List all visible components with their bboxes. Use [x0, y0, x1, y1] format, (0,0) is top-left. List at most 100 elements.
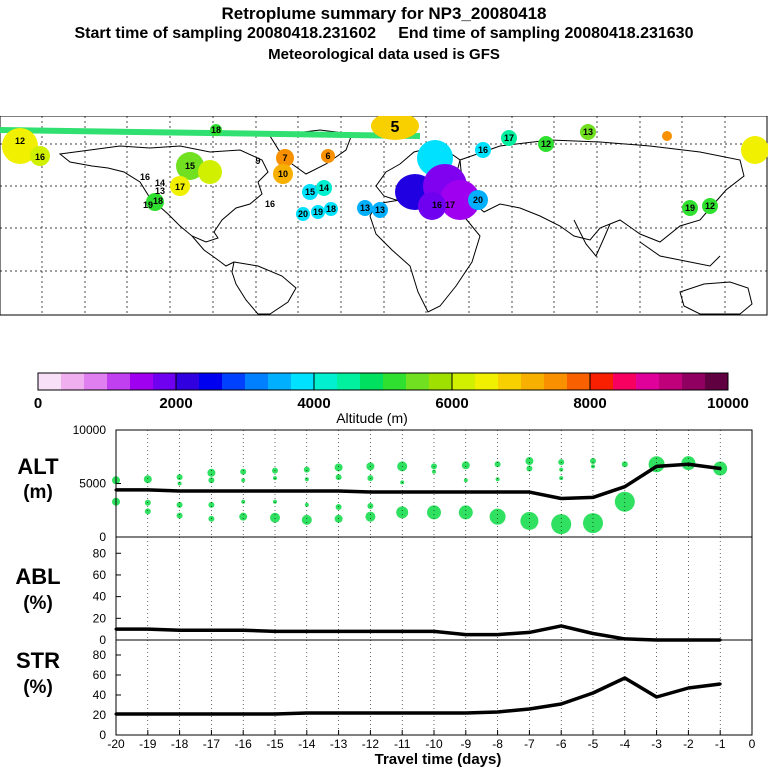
marker-label: 18 — [326, 204, 336, 214]
plume-dot — [321, 149, 335, 163]
alt-series-point — [718, 467, 722, 471]
alt-scatter-dot — [304, 477, 309, 482]
plume-dot — [316, 180, 332, 196]
plume-dot — [210, 124, 222, 136]
alt-series-point — [623, 485, 627, 489]
plume-dot — [468, 190, 488, 210]
marker-label: 12 — [15, 136, 25, 146]
x-tick-label: -3 — [651, 737, 662, 751]
str-series-point — [273, 712, 277, 716]
colorbar-cell — [107, 373, 131, 390]
alt-scatter-dot — [590, 458, 596, 465]
alt-series-point — [527, 490, 531, 494]
alt-series-point — [305, 489, 309, 493]
colorbar-cell — [291, 373, 315, 390]
marker-label: 13 — [583, 127, 593, 137]
str-series-point — [241, 712, 245, 716]
alt-scatter-dot — [208, 501, 215, 508]
marker-label: 20 — [298, 209, 308, 219]
colorbar-cell — [199, 373, 223, 390]
alt-scatter-dot — [144, 508, 151, 515]
alt-scatter-dot — [396, 506, 409, 519]
str-series-point — [146, 712, 150, 716]
alt-series-point — [559, 496, 563, 500]
marker-label: 16 — [35, 152, 45, 162]
marker-label: 12 — [541, 139, 551, 149]
colorbar-cell — [659, 373, 683, 390]
abl-series-line — [116, 624, 721, 642]
str-series-point — [464, 711, 468, 715]
colorbar-tick-label: 8000 — [573, 395, 606, 412]
colorbar-tick-label: 6000 — [435, 395, 468, 412]
alt-scatter-dot — [177, 481, 182, 486]
abl-axis-unit: (%) — [23, 593, 53, 614]
colorbar-cell — [176, 373, 200, 390]
colorbar-cell — [130, 373, 154, 390]
str-series-point — [623, 676, 627, 680]
abl-series-point — [114, 627, 118, 631]
str-series-point — [686, 686, 690, 690]
colorbar-tick-label: 10000 — [707, 395, 749, 412]
x-tick-label: -19 — [139, 737, 157, 751]
marker-label: 9 — [255, 156, 260, 166]
alt-axis-label: ALT — [17, 454, 59, 479]
x-tick-label: -1 — [715, 737, 726, 751]
plume-dot — [276, 149, 294, 167]
plume-dot — [475, 142, 491, 158]
str-y-tick-label: 40 — [93, 688, 107, 702]
alt-scatter-dot — [559, 467, 564, 472]
marker-label: 13 — [155, 186, 165, 196]
alt-scatter-dot — [303, 466, 310, 473]
plume-dot — [146, 193, 164, 211]
alt-scatter-dot — [176, 512, 183, 519]
alt-scatter-dot — [207, 468, 216, 477]
colorbar-cell — [429, 373, 453, 390]
str-axis-unit: (%) — [23, 677, 53, 698]
str-series-line — [116, 676, 721, 716]
alt-series-point — [591, 495, 595, 499]
str-series-point — [178, 712, 182, 716]
alt-series-point — [686, 462, 690, 466]
str-series-point — [368, 711, 372, 715]
alt-scatter-dot — [176, 501, 183, 508]
plume-dot — [538, 136, 554, 152]
plume-dot — [702, 198, 718, 214]
alt-scatter-dot — [241, 478, 246, 483]
alt-scatter-dot — [494, 461, 501, 468]
plume-dot — [302, 184, 318, 200]
plume-dot — [440, 180, 480, 220]
marker-label: 15 — [305, 187, 315, 197]
x-tick-label: -2 — [683, 737, 694, 751]
alt-scatter-dot — [301, 514, 312, 525]
australia-coast — [679, 281, 753, 315]
alt-scatter-dot — [432, 469, 436, 474]
marker-label: 13 — [360, 203, 370, 213]
x-tick-label: -8 — [492, 737, 503, 751]
alt-scatter-dot — [367, 502, 374, 509]
abl-y-tick-label: 40 — [93, 590, 107, 604]
alt-series-point — [178, 489, 182, 493]
colorbar-cell — [314, 373, 338, 390]
alt-scatter-dot — [427, 505, 441, 520]
str-series-point — [496, 710, 500, 714]
alt-scatter-dot — [335, 474, 342, 481]
x-tick-label: -4 — [619, 737, 630, 751]
alt-scatter-dot — [495, 477, 500, 482]
plume-dot — [372, 202, 388, 218]
alt-scatter-dot — [240, 468, 247, 475]
colorbar-cell — [61, 373, 85, 390]
abl-series-point — [273, 629, 277, 633]
alt-scatter-dot — [525, 457, 534, 466]
abl-series-point — [591, 631, 595, 635]
x-tick-label: -17 — [203, 737, 221, 751]
chart-title: Retroplume summary for NP3_20080418 — [221, 4, 547, 23]
colorbar-title: Altitude (m) — [336, 410, 408, 426]
alt-scatter-dot — [551, 514, 572, 535]
colorbar-frame — [37, 372, 729, 391]
asia-coast — [459, 139, 745, 243]
x-tick-label: -20 — [107, 737, 125, 751]
abl-series-point — [496, 633, 500, 637]
alt-scatter-dot — [273, 499, 277, 504]
abl-panel-frame — [115, 536, 753, 641]
plume-dot — [357, 200, 373, 216]
